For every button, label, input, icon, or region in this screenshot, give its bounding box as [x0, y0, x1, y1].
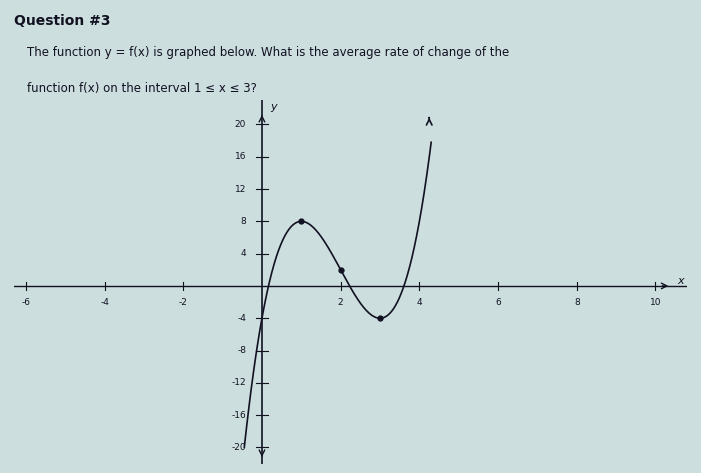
- Text: 16: 16: [235, 152, 246, 161]
- Text: -4: -4: [238, 314, 246, 323]
- Text: 20: 20: [235, 120, 246, 129]
- Text: 8: 8: [574, 298, 580, 307]
- Text: -16: -16: [231, 411, 246, 420]
- Text: function f(x) on the interval 1 ≤ x ≤ 3?: function f(x) on the interval 1 ≤ x ≤ 3?: [27, 82, 257, 95]
- Text: -12: -12: [231, 378, 246, 387]
- Text: -6: -6: [21, 298, 30, 307]
- Text: 4: 4: [240, 249, 246, 258]
- Text: -8: -8: [237, 346, 246, 355]
- Text: x: x: [677, 276, 683, 286]
- Text: 6: 6: [495, 298, 501, 307]
- Text: The function y = f(x) is graphed below. What is the average rate of change of th: The function y = f(x) is graphed below. …: [27, 46, 510, 59]
- Text: -2: -2: [179, 298, 188, 307]
- Text: 8: 8: [240, 217, 246, 226]
- Text: 10: 10: [650, 298, 661, 307]
- Text: 12: 12: [235, 184, 246, 193]
- Text: y: y: [271, 102, 277, 112]
- Text: -20: -20: [231, 443, 246, 452]
- Text: Question #3: Question #3: [14, 14, 111, 28]
- Text: -4: -4: [100, 298, 109, 307]
- Text: 4: 4: [416, 298, 422, 307]
- Text: 2: 2: [338, 298, 343, 307]
